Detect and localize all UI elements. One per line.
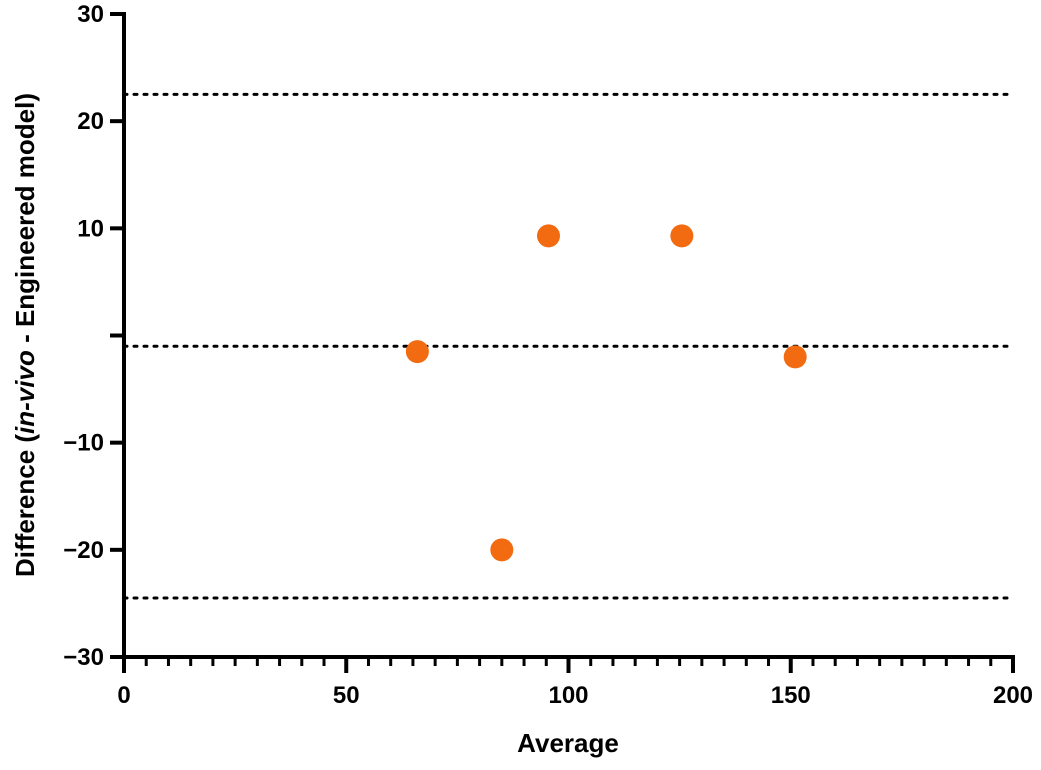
data-point [490,538,514,562]
y-tick-label: 10 [77,215,104,242]
y-tick-label: 20 [77,108,104,135]
axes: −30 −20 −10 10 20 30 0 50 100 150 200 [63,1,1033,709]
y-axis-title: Difference (in-vivo - Engineered model) [10,93,40,577]
y-tick-label: 30 [77,1,104,28]
data-point [405,340,429,364]
y-tick-label: −30 [63,644,104,671]
y-axis-title-after: - Engineered model) [10,93,40,350]
data-points [405,224,807,562]
data-point [670,224,694,248]
x-tick-label: 50 [333,682,360,709]
reference-lines [122,92,1015,600]
x-tick-label: 200 [993,682,1033,709]
y-axis-title-italic: in-vivo [10,350,40,434]
x-tick-label: 150 [771,682,811,709]
y-tick-label: −10 [63,430,104,457]
x-tick-label: 0 [117,682,130,709]
x-axis-title: Average [517,728,619,758]
y-tick-label: −20 [63,537,104,564]
data-point [783,345,807,369]
x-tick-label: 100 [548,682,588,709]
data-point [536,224,560,248]
y-axis-title-before: Difference ( [10,434,40,577]
